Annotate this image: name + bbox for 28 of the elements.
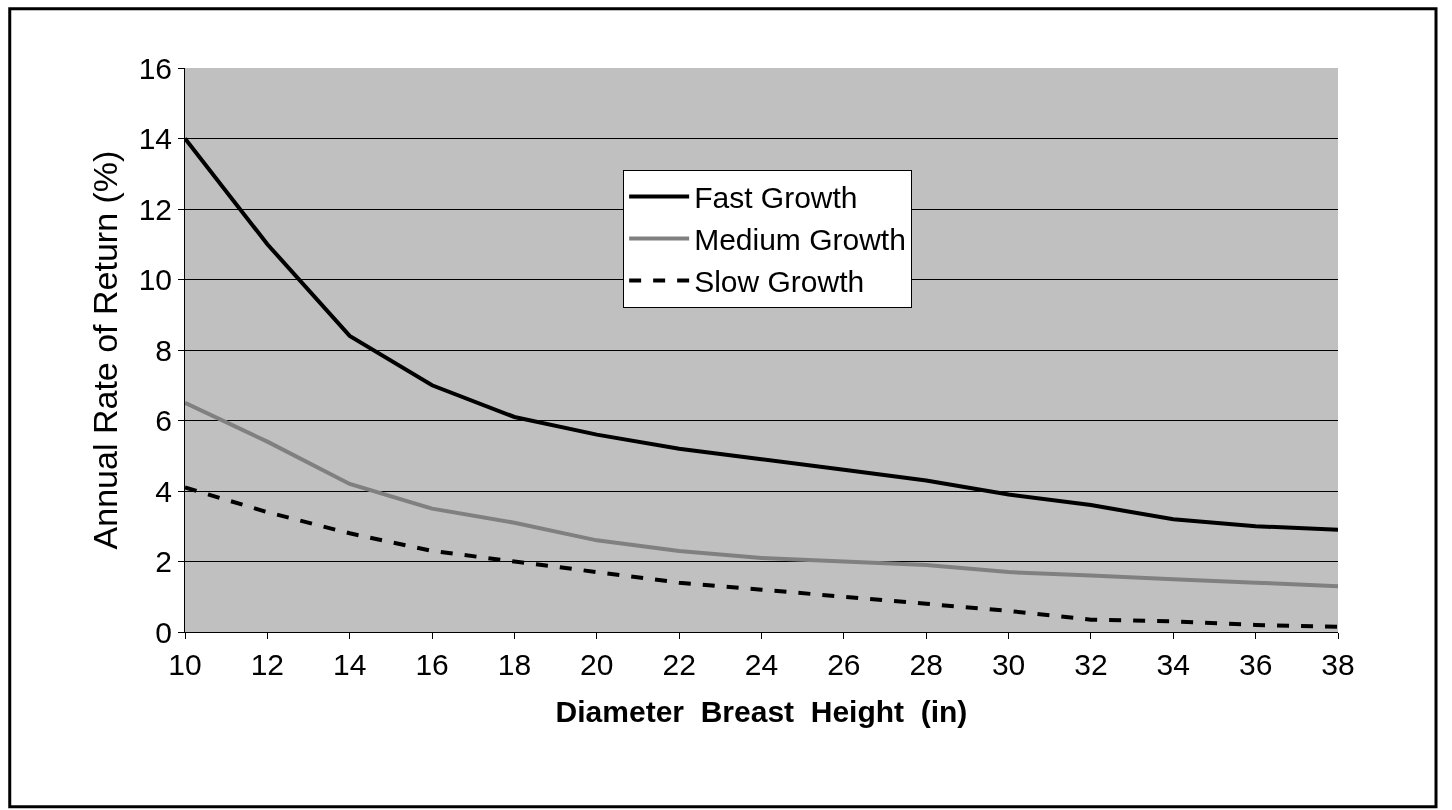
y-tick-label: 10	[138, 263, 172, 296]
x-tick-label: 32	[1074, 648, 1108, 681]
y-axis-title: Annual Rate of Return (%)	[86, 150, 125, 550]
y-tick-label: 16	[138, 51, 172, 85]
y-tick-label: 8	[155, 333, 172, 367]
x-tick-label: 26	[827, 648, 861, 681]
x-tick-label: 14	[333, 648, 367, 681]
x-tick-label: 34	[1156, 648, 1190, 681]
x-tick-label: 30	[991, 648, 1026, 681]
y-tick-label: 0	[155, 615, 172, 649]
x-tick-label: 28	[909, 648, 943, 681]
x-tick-label: 18	[497, 648, 532, 681]
x-tick-label: 12	[250, 648, 285, 681]
y-tick-label: 4	[155, 474, 172, 508]
y-tick-label: 6	[155, 404, 172, 437]
x-tick-label: 36	[1238, 648, 1273, 681]
legend-label: Slow Growth	[694, 265, 865, 299]
x-tick-label: 22	[662, 648, 696, 681]
y-tick-label: 14	[138, 122, 172, 155]
y-tick-label: 12	[138, 192, 172, 226]
legend-label: Fast Growth	[694, 181, 858, 215]
x-tick-label: 24	[744, 648, 779, 681]
x-axis-title: Diameter Breast Height (in)	[555, 694, 968, 728]
x-tick-label: 38	[1321, 648, 1355, 681]
x-tick-label: 16	[415, 648, 449, 681]
x-tick-label: 20	[580, 648, 614, 681]
legend-label: Medium Growth	[694, 223, 906, 257]
y-tick-label: 2	[155, 545, 172, 578]
